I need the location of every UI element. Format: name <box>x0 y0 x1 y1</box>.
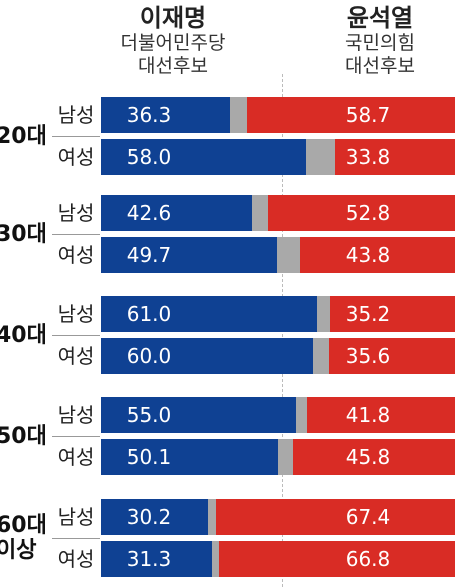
gender-label: 여성 <box>57 243 95 267</box>
candidate-header-left: 이재명 더불어민주당 대선후보 <box>88 4 258 78</box>
value-label-lee: 42.6 <box>126 201 172 225</box>
value-label-yoon: 35.6 <box>345 344 391 368</box>
gender-label: 남성 <box>57 505 95 529</box>
age-group-label: 50대 <box>0 423 47 449</box>
bar-other <box>295 397 307 433</box>
age-group-label-line: 30대 <box>0 221 47 247</box>
gender-separator <box>52 234 100 235</box>
bar-other <box>306 139 336 175</box>
bar-other <box>316 296 331 332</box>
value-label-yoon: 67.4 <box>345 505 391 529</box>
bar-lee <box>101 139 307 175</box>
bar-row: 49.7 43.8 <box>101 237 455 273</box>
value-label-lee: 36.3 <box>126 103 172 127</box>
bar-lee <box>101 397 296 433</box>
value-label-yoon: 52.8 <box>345 201 391 225</box>
candidate-role-right: 대선후보 <box>345 55 415 77</box>
age-group-label-line: 20대 <box>0 123 47 149</box>
bar-yoon <box>328 338 455 374</box>
bar-yoon <box>335 139 455 175</box>
gender-label: 여성 <box>57 547 95 571</box>
bar-yoon <box>299 237 455 273</box>
gender-label: 여성 <box>57 344 95 368</box>
bar-lee <box>101 338 314 374</box>
bar-yoon <box>218 541 455 577</box>
bar-other <box>251 195 269 231</box>
bar-lee <box>101 195 252 231</box>
bar-other <box>229 97 248 133</box>
bar-lee <box>101 499 208 535</box>
value-label-lee: 61.0 <box>126 302 172 326</box>
value-label-yoon: 66.8 <box>345 547 391 571</box>
value-label-lee: 30.2 <box>126 505 172 529</box>
value-label-lee: 50.1 <box>126 445 172 469</box>
age-group-label: 20대 <box>0 123 47 149</box>
bar-other <box>207 499 217 535</box>
bar-row: 50.1 45.8 <box>101 439 455 475</box>
age-group-label-line: 40대 <box>0 322 47 348</box>
candidate-header-right: 윤석열 국민의힘 대선후보 <box>305 4 455 78</box>
value-label-lee: 55.0 <box>126 403 172 427</box>
value-label-yoon: 58.7 <box>345 103 391 127</box>
gender-separator <box>52 436 100 437</box>
bar-yoon <box>268 195 455 231</box>
value-label-yoon: 41.8 <box>345 403 391 427</box>
age-group-label: 30대 <box>0 221 47 247</box>
bar-other <box>276 237 300 273</box>
bar-yoon <box>307 397 455 433</box>
value-label-lee: 31.3 <box>126 547 172 571</box>
bar-row: 42.6 52.8 <box>101 195 455 231</box>
candidate-name-right: 윤석열 <box>346 4 414 32</box>
value-label-lee: 49.7 <box>126 243 172 267</box>
bar-yoon <box>330 296 455 332</box>
value-label-lee: 60.0 <box>126 344 172 368</box>
candidate-name-left: 이재명 <box>139 4 207 32</box>
value-label-lee: 58.0 <box>126 145 172 169</box>
bar-row: 31.3 66.8 <box>101 541 455 577</box>
bar-row: 60.0 35.6 <box>101 338 455 374</box>
value-label-yoon: 33.8 <box>345 145 391 169</box>
bar-lee <box>101 237 277 273</box>
bar-lee <box>101 541 212 577</box>
bar-yoon <box>247 97 455 133</box>
bar-other <box>211 541 219 577</box>
gender-separator <box>52 335 100 336</box>
bar-row: 30.2 67.4 <box>101 499 455 535</box>
value-label-yoon: 35.2 <box>345 302 391 326</box>
gender-separator <box>52 538 100 539</box>
gender-separator <box>52 136 100 137</box>
age-group-label: 40대 <box>0 322 47 348</box>
candidate-party-left: 더불어민주당 <box>120 32 226 54</box>
bar-yoon <box>292 439 455 475</box>
candidate-party-right: 국민의힘 <box>345 32 415 54</box>
bar-lee <box>101 97 230 133</box>
bar-other <box>278 439 293 475</box>
value-label-yoon: 45.8 <box>345 445 391 469</box>
bar-row: 55.0 41.8 <box>101 397 455 433</box>
gender-label: 남성 <box>57 201 95 225</box>
bar-other <box>313 338 329 374</box>
bar-yoon <box>216 499 455 535</box>
bar-lee <box>101 296 317 332</box>
bar-lee <box>101 439 279 475</box>
age-group-label-line: 50대 <box>0 423 47 449</box>
age-group-label-line: 60대 <box>0 513 47 538</box>
age-group-label-line: 이상 <box>0 538 37 563</box>
bar-row: 58.0 33.8 <box>101 139 455 175</box>
value-label-yoon: 43.8 <box>345 243 391 267</box>
bar-row: 36.3 58.7 <box>101 97 455 133</box>
age-group-label: 60대 이상 <box>0 513 47 563</box>
candidate-role-left: 대선후보 <box>138 55 208 77</box>
gender-label: 여성 <box>57 445 95 469</box>
gender-label: 남성 <box>57 103 95 127</box>
gender-label: 남성 <box>57 302 95 326</box>
gender-label: 남성 <box>57 403 95 427</box>
bar-row: 61.0 35.2 <box>101 296 455 332</box>
gender-label: 여성 <box>57 145 95 169</box>
